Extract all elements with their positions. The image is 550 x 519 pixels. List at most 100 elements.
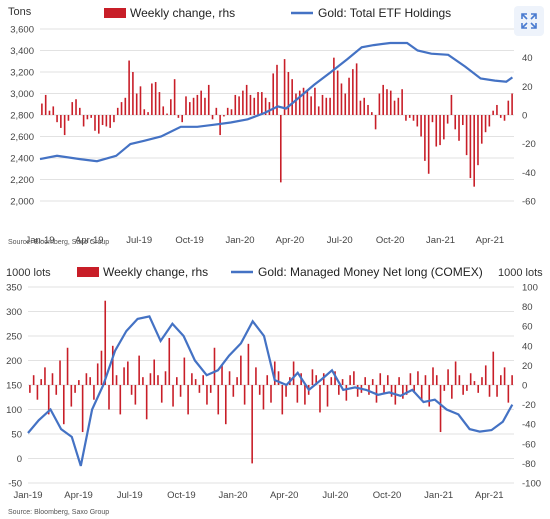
weekly-change-bar: [55, 385, 58, 395]
weekly-change-bar: [409, 373, 412, 385]
weekly-change-bar: [258, 385, 261, 395]
left-tick-label: 3,600: [10, 25, 34, 36]
top-legend-bar-label: Weekly change, rhs: [130, 6, 235, 20]
weekly-change-bar: [109, 115, 111, 128]
weekly-change-bar: [219, 115, 221, 136]
weekly-change-bar: [349, 375, 351, 385]
weekly-change-bar: [162, 106, 165, 115]
weekly-change-bar: [120, 102, 123, 115]
weekly-change-bar: [130, 385, 133, 395]
weekly-change-bar: [104, 300, 107, 385]
weekly-change-bar: [96, 363, 99, 385]
weekly-change-bar: [432, 367, 434, 385]
weekly-change-bar: [243, 385, 246, 405]
etf-holdings-line: [39, 41, 514, 163]
weekly-change-bar: [59, 360, 61, 385]
weekly-change-bar: [51, 373, 54, 385]
top-x-axis-ticks: Jan-19 Apr-19 Jul-19 Oct-19 Jan-20 Apr-20 Jul-…: [25, 235, 504, 246]
weekly-change-bar: [132, 72, 134, 115]
weekly-change-bar: [450, 94, 453, 115]
weekly-change-bar: [41, 103, 43, 115]
right-tick-label: 20: [522, 361, 533, 372]
weekly-change-bar: [322, 373, 325, 385]
weekly-change-bar: [48, 110, 51, 115]
weekly-change-bar: [397, 97, 400, 115]
weekly-change-bar: [296, 385, 299, 403]
weekly-change-bar: [262, 385, 265, 410]
right-tick-label: -20: [522, 139, 536, 150]
weekly-change-bar: [287, 72, 290, 115]
weekly-change-bar: [374, 115, 377, 130]
weekly-change-bar: [379, 373, 382, 385]
weekly-change-bar: [191, 373, 193, 385]
weekly-change-bar: [298, 90, 301, 115]
weekly-change-bar: [232, 385, 235, 397]
weekly-change-bar: [245, 84, 248, 115]
weekly-change-bar: [454, 115, 457, 130]
weekly-change-bar: [363, 97, 366, 115]
weekly-change-bar: [401, 89, 403, 115]
weekly-change-bar: [315, 375, 318, 385]
x-tick-label: Apr-19: [75, 235, 104, 246]
weekly-change-bar: [135, 93, 138, 115]
weekly-change-bar: [151, 83, 153, 115]
weekly-change-bar: [128, 60, 130, 115]
weekly-change-bar: [181, 115, 183, 123]
weekly-change-bar: [466, 385, 468, 391]
x-tick-label: Jan-19: [25, 235, 54, 246]
weekly-change-bar: [264, 97, 267, 115]
weekly-change-bar: [56, 115, 58, 123]
weekly-change-bar: [240, 355, 242, 385]
weekly-change-bar: [196, 94, 199, 115]
left-tick-label: 2,000: [10, 197, 34, 208]
weekly-change-bar: [253, 97, 256, 115]
weekly-change-bar: [507, 100, 510, 115]
weekly-change-bar: [462, 385, 464, 395]
weekly-change-bar: [304, 385, 306, 405]
weekly-change-bar: [424, 375, 427, 385]
right-tick-label: -40: [522, 168, 536, 179]
weekly-change-bar: [115, 375, 118, 385]
left-tick-label: 250: [6, 332, 22, 343]
weekly-change-bar: [47, 385, 50, 415]
weekly-change-bar: [273, 361, 276, 385]
weekly-change-bar: [261, 92, 263, 115]
left-tick-label: 50: [11, 430, 22, 441]
weekly-change-bar: [424, 115, 426, 161]
weekly-change-bar: [496, 104, 498, 115]
weekly-change-bar: [458, 375, 461, 385]
weekly-change-bar: [221, 365, 223, 385]
weekly-change-bar: [477, 385, 480, 393]
weekly-change-bar: [503, 367, 506, 385]
weekly-change-bar: [469, 115, 472, 179]
weekly-change-bar: [211, 115, 214, 120]
weekly-change-bar: [228, 371, 231, 385]
left-tick-label: 2,800: [10, 111, 34, 122]
weekly-change-bar: [311, 369, 314, 385]
weekly-change-bar: [124, 97, 127, 115]
weekly-change-bar: [94, 115, 96, 131]
weekly-change-bar: [79, 107, 81, 115]
weekly-change-bar: [86, 115, 89, 120]
weekly-change-bar: [420, 115, 422, 137]
top-left-axis-unit: Tons: [8, 6, 32, 18]
weekly-change-bar: [82, 115, 85, 127]
weekly-change-bar: [302, 87, 305, 115]
weekly-change-bar: [295, 93, 297, 115]
weekly-change-bar: [402, 385, 404, 399]
weekly-change-bar: [447, 369, 449, 385]
weekly-change-bar: [185, 96, 187, 115]
x-tick-label: Apr-19: [64, 490, 93, 501]
top-source-note: Source: Bloomberg, Saxo Group: [8, 239, 109, 246]
weekly-change-bar: [147, 112, 149, 115]
expand-button[interactable]: [514, 6, 544, 36]
weekly-change-bar: [481, 377, 483, 385]
weekly-change-bar: [488, 115, 491, 127]
weekly-change-bar: [281, 385, 284, 415]
left-tick-label: 2,200: [10, 175, 34, 186]
weekly-change-bar: [277, 371, 280, 385]
weekly-change-bar: [319, 385, 321, 413]
right-tick-label: 0: [522, 111, 527, 122]
weekly-change-bar: [345, 385, 348, 401]
weekly-change-bar: [367, 104, 369, 115]
